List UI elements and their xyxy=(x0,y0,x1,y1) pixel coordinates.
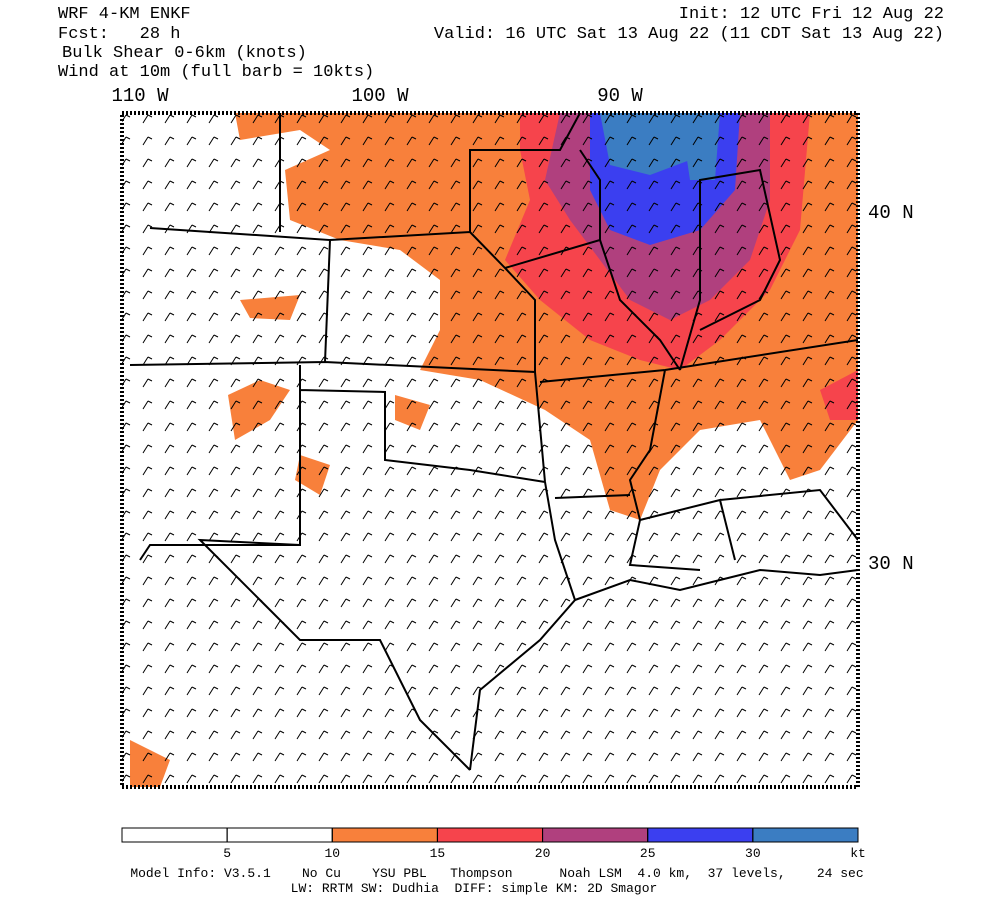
colorbar-swatch xyxy=(121,827,228,843)
latitude-label: 40 N xyxy=(868,202,914,224)
colorbar-swatch xyxy=(752,827,859,843)
map-frame xyxy=(120,111,860,789)
colorbar-swatch xyxy=(542,827,649,843)
forecast-hour: Fcst: 28 h xyxy=(58,25,180,44)
colorbar-swatch xyxy=(647,827,754,843)
colorbar-tick-label: 15 xyxy=(430,846,446,861)
model-info: Model Info: V3.5.1 No Cu YSU PBL Thompso… xyxy=(130,866,863,881)
longitude-label: 90 W xyxy=(597,85,643,107)
latitude-label: 30 N xyxy=(868,553,914,575)
longitude-label: 110 W xyxy=(111,85,169,107)
colorbar-swatch xyxy=(436,827,544,843)
physics-info: LW: RRTM SW: Dudhia DIFF: simple KM: 2D … xyxy=(291,881,658,896)
colorbar-tick-label: 20 xyxy=(535,846,551,861)
wind-barbs xyxy=(122,113,858,787)
longitude-label: 100 W xyxy=(351,85,409,107)
map-area xyxy=(122,113,858,787)
field-name: Bulk Shear 0-6km (knots) xyxy=(62,44,307,63)
colorbar-tick-label: 25 xyxy=(640,846,656,861)
colorbar-unit: kt xyxy=(850,846,866,861)
colorbar-tick-label: 30 xyxy=(745,846,761,861)
valid-time: Valid: 16 UTC Sat 13 Aug 22 (11 CDT Sat … xyxy=(434,25,944,44)
colorbar-tick-label: 10 xyxy=(324,846,340,861)
colorbar-tick-label: 5 xyxy=(223,846,231,861)
wind-note: Wind at 10m (full barb = 10kts) xyxy=(58,63,374,82)
colorbar-swatch xyxy=(331,827,438,843)
colorbar-swatch xyxy=(226,827,333,843)
model-title: WRF 4-KM ENKF xyxy=(58,5,191,24)
colorbar: 5 10 15 20 25 30 kt xyxy=(121,827,866,861)
init-time: Init: 12 UTC Fri 12 Aug 22 xyxy=(679,5,944,24)
